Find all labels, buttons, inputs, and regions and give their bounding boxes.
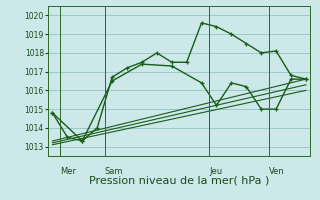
X-axis label: Pression niveau de la mer( hPa ): Pression niveau de la mer( hPa ) <box>89 175 269 185</box>
Text: Sam: Sam <box>105 167 123 176</box>
Text: Jeu: Jeu <box>209 167 222 176</box>
Text: Mer: Mer <box>60 167 76 176</box>
Text: Ven: Ven <box>269 167 284 176</box>
